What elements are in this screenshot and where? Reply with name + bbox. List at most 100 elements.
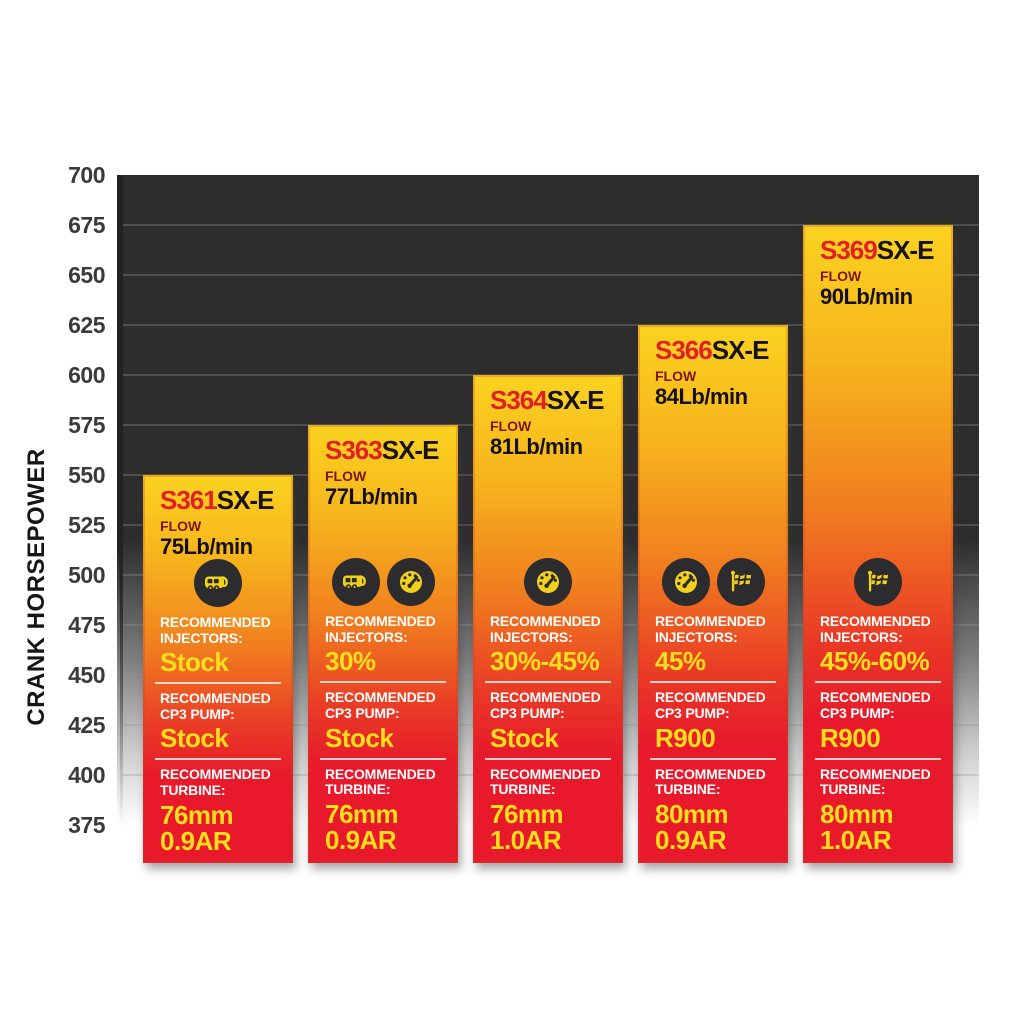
flow-value: 75Lb/min [160,533,253,559]
bar-header: S363SX-E FLOW 77Lb/min [308,425,458,509]
bar-s361sxe: S361SX-E FLOW 75Lb/min RECOMMENDED INJEC… [143,475,293,863]
injectors-heading: RECOMMENDED INJECTORS: [160,613,271,646]
model-series: SX-E [546,385,605,415]
injectors-heading: RECOMMENDED INJECTORS: [490,612,601,645]
turbine-value: 76mm 0.9AR [160,802,285,855]
model-name: S363SX-E [325,435,450,465]
icons-row [473,557,623,606]
icons-row [638,557,788,606]
cp3-heading: RECOMMENDED CP3 PUMP: [160,690,271,722]
bar-header: S369SX-E FLOW 90Lb/min [803,225,953,309]
y-axis-tick-label: 575 [68,412,105,438]
model-series: SX-E [381,435,440,465]
y-axis-tick-label: 400 [68,762,105,788]
injectors-value: 30%-45% [490,646,600,677]
divider [650,757,776,760]
bar-header: S364SX-E FLOW 81Lb/min [473,375,623,459]
bar-bottom-pad [143,855,293,863]
bar-header: S361SX-E FLOW 75Lb/min [143,475,293,559]
flow-label: FLOW [490,418,532,435]
turbine-heading: RECOMMENDED TURBINE: [820,765,931,798]
y-axis-tick-label: 625 [68,312,105,338]
turbine-section: RECOMMENDED TURBINE: 76mm 0.9AR [308,765,458,854]
turbine-ar: 1.0AR [820,825,892,856]
divider [815,681,941,684]
injectors-heading: RECOMMENDED INJECTORS: [655,612,766,645]
injectors-section: RECOMMENDED INJECTORS: 45% [638,612,788,677]
gauge-icon [386,557,435,606]
model-series: SX-E [876,235,935,265]
bar-gradient-spacer [638,409,788,558]
y-axis-tick-label: 700 [68,162,105,188]
turbine-value: 76mm 1.0AR [490,801,615,854]
divider [320,681,446,684]
cp3-section: RECOMMENDED CP3 PUMP: Stock [143,690,293,754]
model-series: SX-E [216,485,275,515]
bar-s369sxe: S369SX-E FLOW 90Lb/min RECOMMENDED INJEC… [803,225,953,863]
model-number: S363 [325,435,383,465]
y-axis-tick-label: 550 [68,462,105,488]
cp3-section: RECOMMENDED CP3 PUMP: R900 [803,689,953,753]
turbine-heading: RECOMMENDED TURBINE: [160,766,271,798]
turbine-size: 76mm [490,798,564,829]
model-series: SX-E [711,335,770,365]
rv-icon [194,558,242,607]
turbine-value: 80mm 1.0AR [820,801,945,854]
turbine-section: RECOMMENDED TURBINE: 76mm 0.9AR [143,766,293,855]
turbine-heading: RECOMMENDED TURBINE: [325,765,436,798]
icons-row [803,557,953,606]
cp3-section: RECOMMENDED CP3 PUMP: R900 [638,689,788,750]
turbine-section: RECOMMENDED TURBINE: 80mm 1.0AR [803,765,953,854]
rv-icon [331,557,380,606]
y-axis-tick-label: 600 [68,362,105,388]
gridline [123,324,979,326]
model-number: S361 [160,485,218,515]
injectors-value: 30% [325,646,376,677]
flow-label: FLOW [160,518,202,535]
flag-icon [716,557,765,606]
flow-label: FLOW [820,268,862,285]
bar-s366sxe: S366SX-E FLOW 84Lb/min RECOMMENDED INJEC… [638,325,788,863]
bar-bottom-pad [638,854,788,863]
y-axis-tick-label: 650 [68,262,105,288]
y-axis-tick-label: 675 [68,212,105,238]
y-axis-line [117,175,123,823]
model-number: S369 [820,235,878,265]
gauge-icon [524,557,572,606]
flow-label: FLOW [325,468,367,485]
cp3-value: R900 [820,722,881,753]
injectors-heading: RECOMMENDED INJECTORS: [820,612,931,645]
model-number: S364 [490,385,548,415]
gauge-icon [661,557,710,606]
injectors-value: 45% [655,646,706,677]
turbine-ar: 0.9AR [655,825,727,856]
y-axis-tick-label: 475 [68,612,105,638]
model-name: S364SX-E [490,385,615,415]
cp3-value: Stock [325,722,394,753]
divider [485,681,611,684]
cp3-value: Stock [160,723,229,754]
turbine-ar: 1.0AR [490,825,562,856]
injectors-section: RECOMMENDED INJECTORS: Stock [143,613,293,675]
bar-bottom-pad [803,854,953,863]
bar-gradient-spacer [803,309,953,558]
turbine-size: 76mm [160,799,234,830]
turbine-section: RECOMMENDED TURBINE: 76mm 1.0AR [473,766,623,854]
icons-row [143,558,293,607]
bar-gradient-spacer [473,459,623,558]
cp3-section: RECOMMENDED CP3 PUMP: Stock [473,689,623,750]
y-axis-title: CRANK HORSEPOWER [23,448,50,726]
injectors-section: RECOMMENDED INJECTORS: 30% [308,613,458,677]
injectors-section: RECOMMENDED INJECTORS: 30%-45% [473,612,623,677]
injectors-value: 45%-60% [820,646,930,677]
flow-value: 84Lb/min [655,383,748,409]
model-name: S361SX-E [160,485,285,515]
bar-s364sxe: S364SX-E FLOW 81Lb/min RECOMMENDED INJEC… [473,375,623,863]
divider [815,757,941,760]
y-axis-tick-label: 425 [68,712,105,738]
y-axis-tick-label: 500 [68,562,105,588]
gridline [123,274,979,276]
model-number: S366 [655,335,713,365]
y-axis-tick-label: 525 [68,512,105,538]
cp3-section: RECOMMENDED CP3 PUMP: Stock [308,689,458,753]
